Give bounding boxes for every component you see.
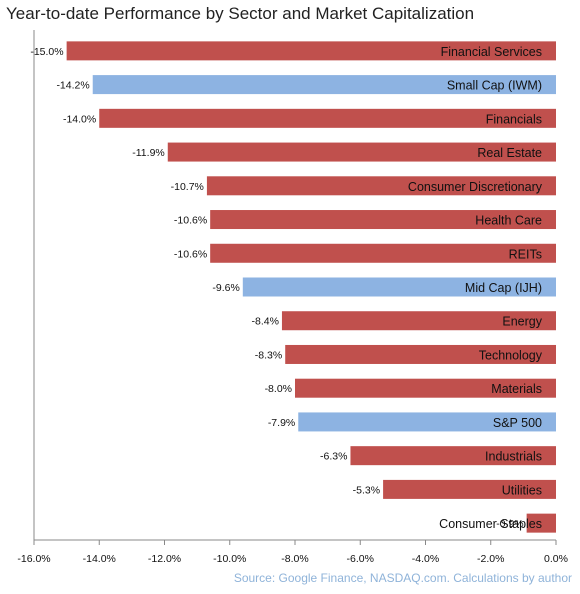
data-label: -6.3% [320,451,347,463]
bar [350,446,556,466]
bar [383,479,556,499]
category-label: Health Care [475,214,542,228]
x-tick-label: -4.0% [412,553,439,565]
data-label: -8.4% [252,316,279,328]
bar [92,75,556,95]
chart-title: Year-to-date Performance by Sector and M… [6,4,475,23]
data-label: -9.6% [212,282,239,294]
x-tick-label: -16.0% [17,553,50,565]
data-label: -14.0% [63,113,96,125]
category-label: Consumer Discretionary [408,180,543,194]
bar [167,142,556,162]
bar [99,108,556,128]
data-label: -10.6% [174,248,207,260]
category-label: Financials [486,112,542,126]
category-label: Materials [491,382,542,396]
category-label: Industrials [485,450,542,464]
category-label: Utilities [502,483,542,497]
category-label: Financial Services [441,45,542,59]
bar [242,277,557,297]
x-tick-label: 0.0% [544,553,568,565]
bar [295,378,556,398]
x-tick-label: -8.0% [281,553,308,565]
category-label: Mid Cap (IJH) [465,281,542,295]
bar [281,311,556,331]
x-tick-label: -10.0% [213,553,246,565]
x-tick-label: -2.0% [477,553,504,565]
category-label: Small Cap (IWM) [447,79,542,93]
data-label: -0.9% [496,518,523,530]
bar [210,210,557,230]
bar [285,344,556,364]
bar [526,513,556,533]
category-label: S&P 500 [493,416,542,430]
category-label: Technology [479,348,543,362]
bar [298,412,556,432]
source-note: Source: Google Finance, NASDAQ.com. Calc… [233,571,572,585]
category-label: Consumer Staples [439,517,542,531]
x-tick-label: -12.0% [148,553,181,565]
data-label: -5.3% [353,484,380,496]
category-label: REITs [509,247,542,261]
data-label: -15.0% [30,46,63,58]
data-label: -8.3% [255,349,282,361]
x-tick-label: -14.0% [83,553,116,565]
data-label: -14.2% [56,80,89,92]
bar [66,41,556,61]
data-label: -10.7% [171,181,204,193]
category-label: Real Estate [477,146,542,160]
data-label: -8.0% [265,383,292,395]
data-label: -10.6% [174,215,207,227]
bar [206,176,556,196]
data-label: -7.9% [268,417,295,429]
x-tick-label: -6.0% [347,553,374,565]
category-label: Energy [502,315,542,329]
data-label: -11.9% [132,147,165,159]
bar [210,243,557,263]
